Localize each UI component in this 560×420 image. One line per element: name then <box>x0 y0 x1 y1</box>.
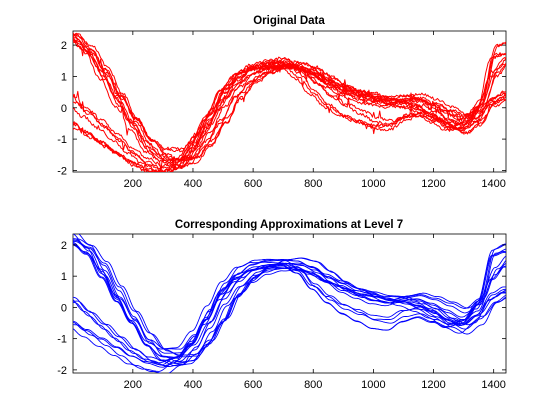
top-plot-yticks: -2 -1 0 1 2 <box>57 40 506 177</box>
top-plot-xtick-label: 400 <box>184 178 202 190</box>
top-plot-series-line-16 <box>73 59 506 172</box>
bottom-plot-yticks: -2 -1 0 1 2 <box>57 240 506 377</box>
top-plot-xticks: 200 400 600 800 1000 1200 1400 <box>124 31 506 190</box>
top-plot-xtick-label: 1400 <box>481 178 505 190</box>
bottom-plot-xtick-label: 800 <box>304 379 322 391</box>
bottom-plot-series-line-4 <box>73 234 506 350</box>
bottom-plot-axes <box>72 233 507 374</box>
bottom-plot-lines <box>73 234 506 373</box>
top-plot-xtick-label: 1000 <box>361 178 385 190</box>
bottom-plot-series-line-6 <box>73 243 506 365</box>
bottom-plot-xticks: 200 400 600 800 1000 1200 1400 <box>124 234 506 391</box>
top-plot-lines <box>73 32 506 172</box>
bottom-plot-xtick-label: 200 <box>124 379 142 391</box>
bottom-plot-xtick-label: 1000 <box>361 379 385 391</box>
top-plot-series-line-3 <box>73 36 506 163</box>
top-plot-ytick-label: 2 <box>61 40 67 52</box>
bottom-plot-ytick-label: -2 <box>57 365 67 377</box>
top-plot-series-line-10 <box>73 60 506 170</box>
bottom-plot: Corresponding Approximations at Level 7 … <box>57 219 507 391</box>
top-plot-xtick-label: 200 <box>124 178 142 190</box>
top-plot-series-line-11 <box>73 56 506 167</box>
top-plot-ytick-label: -2 <box>57 165 67 177</box>
bottom-plot-series-line-17 <box>73 266 506 373</box>
bottom-plot-series-line-14 <box>73 259 506 368</box>
top-plot-ytick-label: 0 <box>61 103 67 115</box>
bottom-plot-title: Corresponding Approximations at Level 7 <box>175 219 403 231</box>
bottom-plot-xtick-label: 400 <box>184 379 202 391</box>
bottom-plot-series-line-16 <box>73 259 506 366</box>
top-plot-ytick-label: 1 <box>61 71 67 83</box>
bottom-plot-ytick-label: 0 <box>61 302 67 314</box>
top-plot-xtick-label: 800 <box>304 178 322 190</box>
top-plot-series-line-17 <box>73 61 506 172</box>
bottom-plot-series-line-12 <box>73 263 506 367</box>
bottom-plot-ytick-label: 1 <box>61 271 67 283</box>
top-plot-title: Original Data <box>253 15 325 27</box>
bottom-plot-ytick-label: -1 <box>57 334 67 346</box>
bottom-plot-ytick-label: 2 <box>61 240 67 252</box>
top-plot-xtick-label: 600 <box>244 178 262 190</box>
bottom-plot-series-line-9 <box>73 238 506 358</box>
top-plot: Original Data 200 400 600 800 1000 1200 1400 -… <box>57 15 507 190</box>
top-plot-ytick-label: -1 <box>57 134 67 146</box>
bottom-plot-xtick-label: 600 <box>244 379 262 391</box>
bottom-plot-xtick-label: 1200 <box>421 379 445 391</box>
top-plot-xtick-label: 1200 <box>421 178 445 190</box>
top-plot-series-line-15 <box>73 64 506 172</box>
bottom-plot-xtick-label: 1400 <box>481 379 505 391</box>
